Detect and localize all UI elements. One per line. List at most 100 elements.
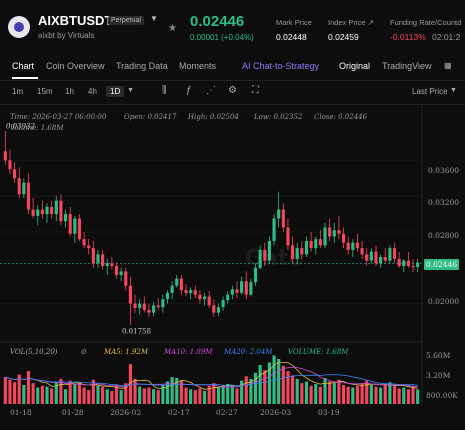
candle[interactable] <box>240 281 244 293</box>
candle[interactable] <box>309 240 313 249</box>
candle[interactable] <box>360 248 364 255</box>
candle[interactable] <box>175 278 179 286</box>
volume-bar[interactable] <box>202 391 207 404</box>
candle[interactable] <box>110 263 114 267</box>
candle[interactable] <box>3 151 7 161</box>
volume-bar[interactable] <box>337 379 341 404</box>
volume-bar[interactable] <box>253 372 258 404</box>
volume-bar[interactable] <box>267 362 271 404</box>
volume-bar[interactable] <box>147 387 151 404</box>
volume-bar[interactable] <box>142 388 146 404</box>
volume-bar[interactable] <box>244 376 248 404</box>
candle[interactable] <box>165 292 170 300</box>
candle[interactable] <box>68 214 72 234</box>
volume-bar[interactable] <box>355 385 360 404</box>
candle[interactable] <box>323 227 327 246</box>
candle[interactable] <box>170 285 174 293</box>
volume-bar[interactable] <box>63 389 68 404</box>
volume-bar[interactable] <box>397 388 401 404</box>
candle[interactable] <box>277 209 281 219</box>
candle[interactable] <box>189 290 193 293</box>
candle[interactable] <box>40 209 44 215</box>
candle[interactable] <box>77 218 82 240</box>
volume-bar[interactable] <box>240 380 244 404</box>
candle[interactable] <box>379 257 383 264</box>
candle[interactable] <box>193 290 197 295</box>
tab-chart[interactable]: Chart <box>12 61 35 71</box>
volume-bar[interactable] <box>175 378 179 404</box>
volume-bar[interactable] <box>193 390 197 404</box>
volume-bar[interactable] <box>124 383 128 404</box>
volume-bar[interactable] <box>184 387 188 404</box>
candle[interactable] <box>295 248 299 259</box>
volume-bar[interactable] <box>212 383 216 404</box>
chevron-down-icon[interactable]: ▼ <box>150 14 158 23</box>
candle[interactable] <box>263 249 267 261</box>
volume-bar[interactable] <box>22 384 26 404</box>
volume-bar[interactable] <box>379 387 383 404</box>
candle[interactable] <box>304 240 309 255</box>
volume-bar[interactable] <box>226 384 230 404</box>
candle[interactable] <box>267 240 271 261</box>
volume-bar[interactable] <box>249 378 253 404</box>
candle[interactable] <box>406 260 410 267</box>
candle[interactable] <box>286 227 290 246</box>
timeframe-4h[interactable]: 4h <box>88 87 97 96</box>
volume-bar[interactable] <box>3 377 7 404</box>
candle[interactable] <box>402 260 406 267</box>
candle[interactable] <box>142 303 146 310</box>
candle[interactable] <box>45 206 49 215</box>
volume-bar[interactable] <box>36 387 40 404</box>
volume-bar[interactable] <box>388 382 392 404</box>
candle[interactable] <box>314 239 318 249</box>
candle[interactable] <box>397 258 401 267</box>
volume-bar[interactable] <box>82 387 86 404</box>
candle[interactable] <box>272 218 276 241</box>
volume-bar[interactable] <box>26 371 31 404</box>
candle[interactable] <box>318 239 322 246</box>
vol-settings-icon[interactable]: ⚙ <box>80 348 87 356</box>
candle[interactable] <box>114 266 119 275</box>
candle[interactable] <box>63 214 68 222</box>
volume-bar[interactable] <box>119 390 123 404</box>
volume-bar[interactable] <box>351 387 355 404</box>
candle[interactable] <box>22 182 26 195</box>
candle[interactable] <box>253 267 258 283</box>
volume-bar[interactable] <box>170 377 174 404</box>
candle[interactable] <box>291 245 295 259</box>
volume-bar[interactable] <box>369 384 373 404</box>
candle[interactable] <box>212 305 216 313</box>
volume-bar[interactable] <box>13 382 17 404</box>
volume-bar[interactable] <box>8 379 12 404</box>
volume-bar[interactable] <box>54 381 58 404</box>
candle[interactable] <box>73 218 77 234</box>
volume-bar[interactable] <box>328 381 332 404</box>
volume-bar[interactable] <box>221 384 225 404</box>
candle[interactable] <box>96 254 100 264</box>
candle[interactable] <box>300 248 304 255</box>
candle[interactable] <box>388 248 392 261</box>
volume-bar[interactable] <box>101 386 105 404</box>
candle[interactable] <box>156 305 160 308</box>
candle[interactable] <box>128 285 132 304</box>
candle[interactable] <box>244 281 248 295</box>
candle[interactable] <box>184 290 188 293</box>
volume-bar[interactable] <box>77 382 82 404</box>
volume-bar[interactable] <box>207 385 211 404</box>
volume-bar[interactable] <box>87 390 91 404</box>
volume-bar[interactable] <box>189 389 193 404</box>
candle[interactable] <box>226 294 230 301</box>
candle[interactable] <box>82 239 86 246</box>
volume-bar[interactable] <box>105 389 109 404</box>
candle[interactable] <box>207 296 211 306</box>
volume-bar[interactable] <box>73 384 77 404</box>
volume-bar[interactable] <box>40 385 44 404</box>
candle[interactable] <box>235 289 239 293</box>
tab-moments[interactable]: Moments <box>179 61 217 71</box>
candle[interactable] <box>147 309 151 313</box>
candle[interactable] <box>152 305 156 313</box>
volume-bar[interactable] <box>383 384 387 404</box>
volume-bar[interactable] <box>114 384 119 404</box>
candle[interactable] <box>281 209 285 228</box>
symbol-name[interactable]: AIXBTUSDT <box>38 13 113 28</box>
